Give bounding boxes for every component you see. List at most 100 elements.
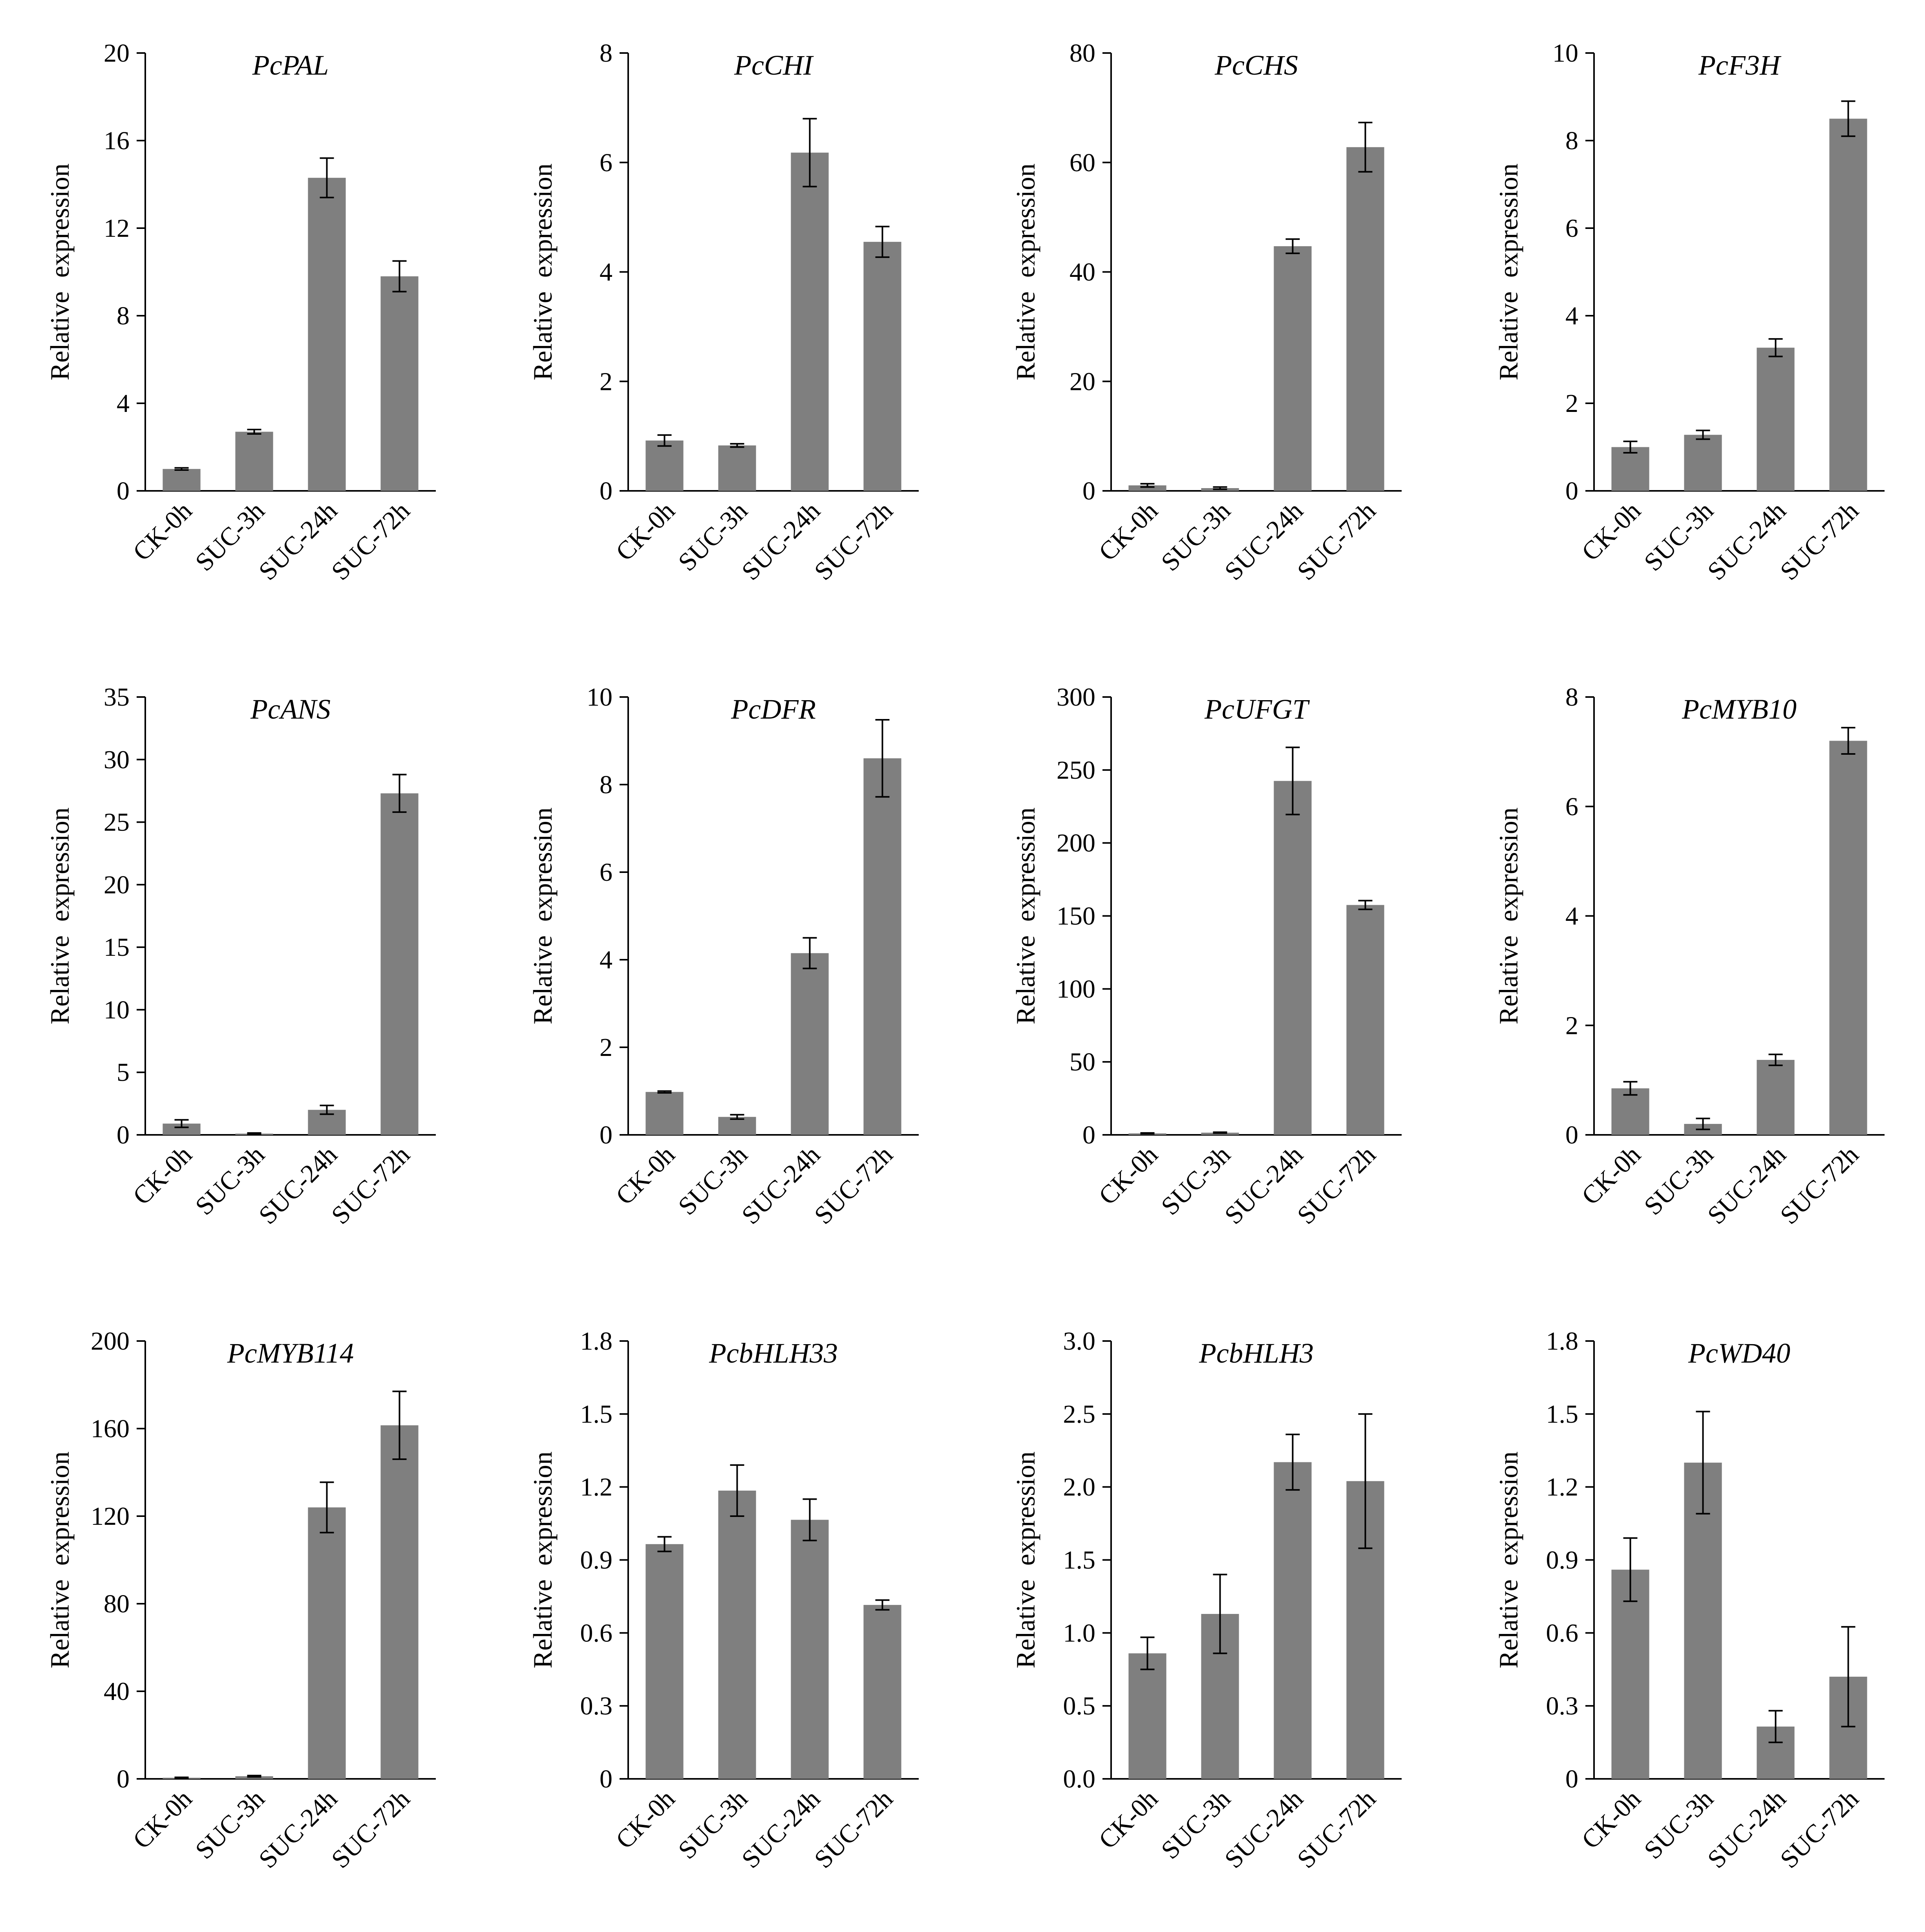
- x-tick-label: SUC-24h: [1702, 1784, 1792, 1874]
- error-bar: [730, 1464, 744, 1517]
- x-tick-label: SUC-24h: [253, 1140, 343, 1230]
- error-bar: [875, 719, 890, 798]
- error-bar: [1696, 1411, 1710, 1515]
- y-tick-label: 15: [104, 933, 130, 962]
- y-tick-label: 4: [1565, 902, 1578, 931]
- x-tick-label: SUC-72h: [809, 1140, 898, 1230]
- bar-suc-72h: [380, 276, 419, 491]
- bar-suc-3h: [235, 432, 273, 491]
- error-bar: [320, 1105, 334, 1115]
- y-tick-label: 200: [1057, 829, 1095, 858]
- chart-panel-pcchs: 0 20 40 60 80 Relative expression PcCHS CK-0h SU…: [966, 0, 1447, 644]
- x-tick-label: CK-0h: [610, 1140, 680, 1211]
- x-tick-label: SUC-24h: [736, 1140, 826, 1230]
- error-bar: [174, 1776, 189, 1779]
- chart-svg: 0.0 0.5 1.0 1.5 2.0 2.5 3.0 Relative expression…: [1011, 1327, 1402, 1874]
- y-axis-label: Relative expression: [1494, 807, 1523, 1024]
- y-tick-label: 0: [600, 477, 612, 505]
- y-tick-label: 0: [117, 1121, 130, 1149]
- chart-title: PcMYB114: [227, 1337, 354, 1369]
- x-tick-label: CK-0h: [1576, 1784, 1646, 1855]
- y-axis-label: Relative expression: [1011, 807, 1040, 1024]
- y-tick-label: 0: [1082, 1121, 1095, 1149]
- error-bar: [174, 1119, 189, 1128]
- x-tick-label: SUC-72h: [326, 1784, 415, 1874]
- bar-suc-24h: [791, 152, 829, 491]
- error-bar: [1358, 900, 1373, 910]
- chart-title: PcbHLH33: [709, 1337, 838, 1369]
- chart-title: PcANS: [250, 693, 331, 725]
- y-tick-label: 10: [1552, 39, 1578, 68]
- y-tick-label: 8: [117, 302, 130, 330]
- y-axis-label: Relative expression: [45, 807, 75, 1024]
- y-tick-label: 0.6: [580, 1619, 613, 1647]
- error-bar: [875, 1599, 890, 1611]
- y-tick-label: 16: [104, 126, 130, 155]
- x-tick-label: CK-0h: [610, 1784, 680, 1855]
- y-tick-label: 0: [117, 1765, 130, 1793]
- error-bar: [392, 260, 407, 293]
- chart-svg: 0 40 80 120 160 200 Relative expression PcMYB11…: [45, 1327, 436, 1874]
- y-tick-label: 40: [1069, 258, 1095, 287]
- x-tick-label: SUC-24h: [253, 1784, 343, 1874]
- y-tick-label: 0.9: [1546, 1546, 1579, 1575]
- bar-ck-0h: [645, 440, 684, 491]
- y-tick-label: 0.0: [1063, 1765, 1096, 1793]
- y-tick-label: 1.8: [580, 1327, 613, 1356]
- y-tick-label: 0.9: [580, 1546, 613, 1575]
- bar-suc-3h: [718, 1490, 756, 1779]
- x-tick-label: CK-0h: [610, 496, 680, 567]
- y-tick-label: 160: [91, 1414, 130, 1443]
- chart-panel-pcans: 0 5 10 15 20 25 30 35 Relative expression PcANS CK…: [0, 644, 481, 1288]
- y-tick-label: 6: [1565, 792, 1578, 821]
- error-bar: [657, 1536, 672, 1552]
- error-bar: [657, 434, 672, 447]
- chart-title: PcF3H: [1698, 49, 1782, 81]
- chart-svg: 0 4 8 12 16 20 Relative expression PcPAL CK-0h SU…: [45, 39, 436, 586]
- y-tick-label: 200: [91, 1327, 130, 1356]
- bar-ck-0h: [1128, 485, 1166, 491]
- y-tick-label: 25: [104, 808, 130, 837]
- error-bar: [730, 1114, 744, 1120]
- y-tick-label: 35: [104, 683, 130, 712]
- y-tick-label: 0: [600, 1121, 612, 1149]
- x-tick-label: CK-0h: [1576, 496, 1646, 567]
- bar-ck-0h: [1611, 1088, 1649, 1135]
- error-bar: [1696, 1118, 1710, 1131]
- error-bar: [1768, 1054, 1783, 1066]
- x-tick-label: SUC-24h: [1702, 1140, 1792, 1230]
- y-tick-label: 8: [600, 770, 612, 799]
- y-tick-label: 1.2: [580, 1473, 613, 1502]
- y-tick-label: 1.5: [580, 1400, 613, 1429]
- y-tick-label: 0.3: [1546, 1692, 1579, 1720]
- y-tick-label: 4: [600, 258, 612, 287]
- y-tick-label: 80: [1069, 39, 1095, 68]
- error-bar: [1285, 1433, 1300, 1491]
- error-bar: [803, 118, 817, 188]
- x-tick-label: SUC-24h: [253, 496, 343, 586]
- y-tick-label: 1.2: [1546, 1473, 1579, 1502]
- x-tick-label: CK-0h: [1093, 496, 1163, 567]
- error-bar: [875, 225, 890, 258]
- bar-suc-24h: [1274, 1462, 1312, 1779]
- y-axis-label: Relative expression: [1011, 163, 1040, 380]
- error-bar: [1213, 1131, 1227, 1134]
- y-axis-label: Relative expression: [45, 163, 75, 380]
- bar-suc-24h: [1274, 781, 1312, 1135]
- x-tick-label: SUC-72h: [1775, 1784, 1864, 1874]
- x-tick-label: SUC-24h: [1219, 1784, 1309, 1874]
- y-tick-label: 150: [1057, 902, 1095, 931]
- y-tick-label: 0: [117, 477, 130, 505]
- bar-suc-24h: [791, 1520, 829, 1779]
- y-tick-label: 80: [104, 1590, 130, 1618]
- bar-suc-3h: [718, 445, 756, 491]
- chart-title: PcbHLH3: [1199, 1337, 1314, 1369]
- y-tick-label: 4: [1565, 302, 1578, 330]
- y-tick-label: 0: [600, 1765, 612, 1793]
- error-bar: [1623, 1537, 1638, 1602]
- y-tick-label: 6: [600, 148, 612, 177]
- error-bar: [657, 1090, 672, 1094]
- y-tick-label: 100: [1057, 975, 1095, 1003]
- chart-svg: 0 5 10 15 20 25 30 35 Relative expression PcANS CK…: [45, 683, 436, 1230]
